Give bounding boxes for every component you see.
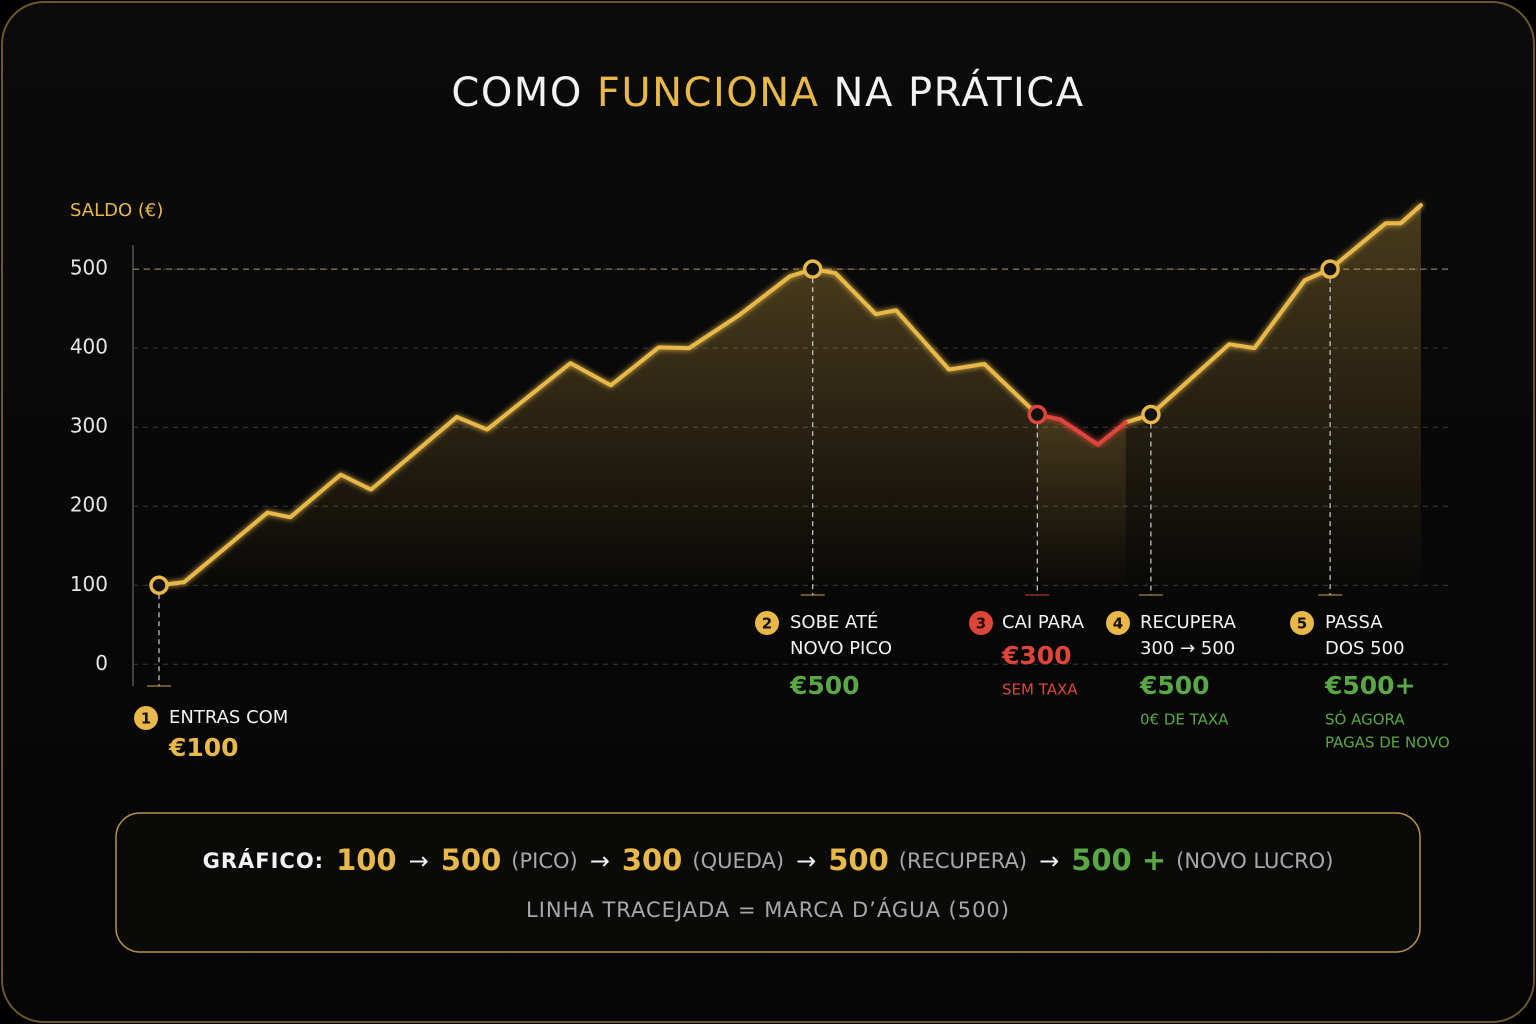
step-note: SEM TAXA [1002,681,1078,699]
step-value: €300 [1001,641,1072,670]
summary-note: (NOVO LUCRO) [1176,849,1333,873]
step-label: RECUPERA [1140,612,1237,633]
title-part: COMO [451,70,582,116]
line [156,267,1040,588]
summary-note: (QUEDA) [692,849,784,873]
summary-box [115,812,1421,953]
summary-value: 300 [622,843,683,877]
step-badge [134,706,158,730]
step-label: DOS 500 [1325,638,1405,659]
step-value: €100 [168,733,239,762]
line [1123,203,1423,425]
step-note: PAGAS DE NOVO [1325,734,1450,752]
step-label: PASSA [1325,612,1383,633]
summary-lead: GRÁFICO: [203,848,324,873]
area [1037,414,1126,595]
step-label: NOVO PICO [790,638,892,659]
point-marker [802,259,823,279]
point-marker [1141,404,1161,425]
y-tick-label: 300 [70,414,108,438]
step-note: SÓ AGORA [1325,710,1405,729]
y-axis-label: SALDO (€) [70,200,163,221]
title-part: FUNCIONA [597,70,820,116]
step-badge [969,611,993,635]
y-tick-label: 200 [70,493,108,517]
summary-note: (RECUPERA) [899,849,1027,873]
step-label: SOBE ATÉ [790,611,878,633]
summary-value: 500 + [1071,843,1166,877]
summary-arrow: → [590,847,610,875]
summary-arrow: → [796,847,816,875]
summary-line: GRÁFICO: 100 → 500 (PICO) → 300 (QUEDA) → 500 (REC… [203,843,1334,877]
summary-footnote: LINHA TRACEJADA = MARCA D’ÁGUA (500) [526,897,1010,922]
summary-value: 500 [441,843,502,877]
step-number: 5 [1297,615,1307,633]
step-number: 4 [1113,615,1123,633]
step-value: €500+ [1324,671,1416,700]
step-value: €500 [1139,671,1210,700]
step-number: 3 [976,615,986,633]
step-label: CAI PARA [1002,612,1085,633]
title: COMO FUNCIONA NA PRÁTICA [451,68,1084,116]
summary-value: 100 [336,843,397,877]
y-tick-label: 0 [95,651,108,675]
y-tick-label: 500 [70,256,108,280]
line [1035,412,1128,447]
step-number: 2 [762,615,772,633]
step-badge [755,611,779,635]
area [158,269,1038,595]
y-tick-label: 100 [70,572,108,596]
step-label: 300 → 500 [1140,638,1235,659]
y-tick-label: 400 [70,335,108,359]
point-marker [1027,404,1048,425]
point-marker [149,575,169,596]
step-badge [1290,611,1314,635]
summary-value: 500 [828,843,889,877]
summary-note: (PICO) [511,849,577,873]
area [1125,205,1421,595]
summary-arrow: → [409,847,429,875]
step-note: 0€ DE TAXA [1140,711,1229,729]
step-value: €500 [789,671,860,700]
title-part: NA PRÁTICA [834,68,1085,116]
summary-arrow: → [1039,847,1059,875]
step-badge [1106,611,1130,635]
point-marker [1320,259,1340,279]
step-label: ENTRAS COM [169,707,288,728]
step-number: 1 [141,710,151,728]
